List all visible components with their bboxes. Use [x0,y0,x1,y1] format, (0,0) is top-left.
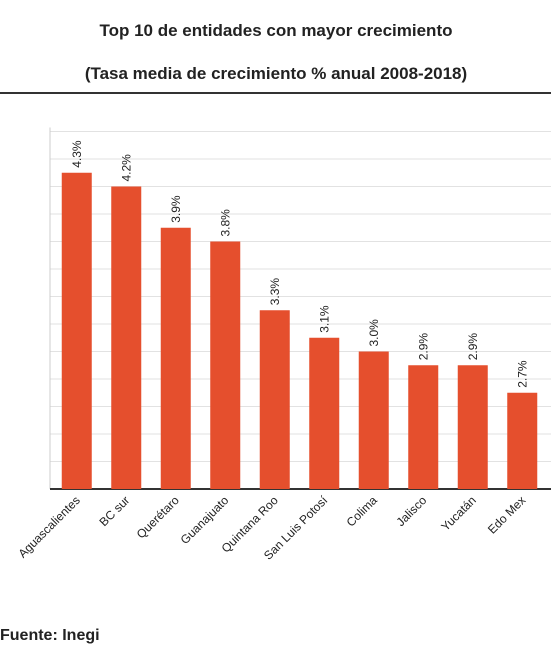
bar [61,172,92,489]
source-note: Fuente: Inegi [0,627,100,644]
bar [259,310,290,489]
x-tick-label: Querétaro [134,493,182,541]
bar [358,351,389,489]
bar [160,227,191,489]
bar [210,241,241,489]
x-tick-label: BC sur [97,493,133,529]
data-label: 4.2% [119,154,133,182]
data-label: 2.7% [515,360,529,388]
bar [507,392,538,489]
chart-subtitle: (Tasa media de crecimiento % anual 2008-… [85,64,467,83]
x-tick-label: Edo Mex [485,493,528,536]
data-label: 2.9% [466,333,480,361]
bar [408,365,439,489]
data-label: 3.8% [218,209,232,237]
x-tick-label: Guanajuato [178,493,232,547]
data-label: 4.3% [70,140,84,168]
bar [457,365,488,489]
x-tick-label: Colima [344,493,381,530]
chart-title: Top 10 de entidades con mayor crecimient… [99,21,452,40]
bar [309,337,340,489]
x-tick-label: Jalisco [394,493,430,529]
x-tick-label: Aguascalientes [15,493,82,560]
x-tick-label: Yucatán [438,493,479,534]
data-label: 3.9% [169,195,183,223]
data-label: 3.1% [317,305,331,333]
data-label: 3.3% [268,278,282,306]
data-label: 2.9% [416,333,430,361]
bar [111,186,142,489]
data-label: 3.0% [367,319,381,347]
